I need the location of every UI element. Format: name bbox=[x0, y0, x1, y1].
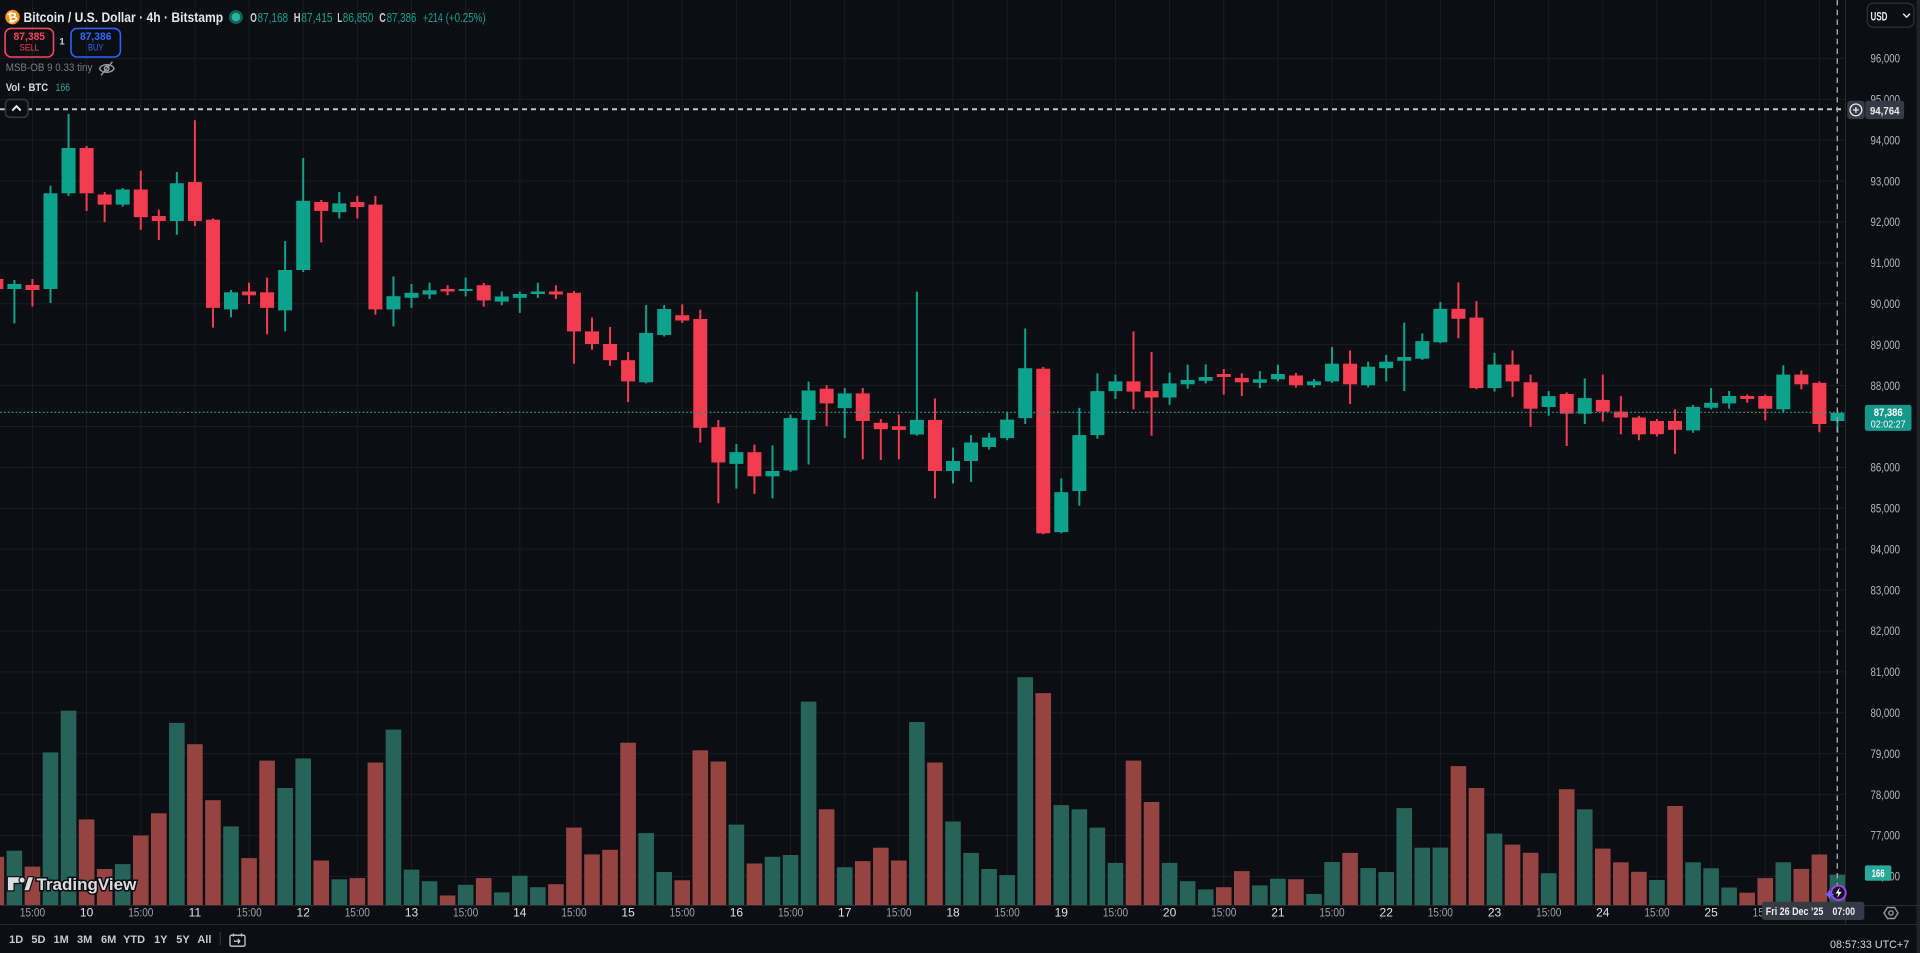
svg-text:82,000: 82,000 bbox=[1871, 624, 1901, 638]
svg-text:16: 16 bbox=[730, 905, 744, 919]
svg-text:89,000: 89,000 bbox=[1871, 338, 1901, 352]
svg-text:1D: 1D bbox=[9, 934, 23, 946]
svg-text:1: 1 bbox=[59, 37, 65, 48]
svg-text:87,386: 87,386 bbox=[387, 10, 417, 25]
svg-text:O: O bbox=[250, 10, 257, 25]
svg-text:15:00: 15:00 bbox=[1536, 905, 1561, 919]
svg-text:02:02:27: 02:02:27 bbox=[1871, 419, 1906, 431]
svg-text:166: 166 bbox=[1872, 868, 1885, 880]
svg-text:H: H bbox=[294, 10, 301, 25]
svg-text:15:00: 15:00 bbox=[345, 905, 370, 919]
svg-text:07:00: 07:00 bbox=[1833, 906, 1856, 918]
svg-text:13: 13 bbox=[405, 905, 419, 919]
svg-text:21: 21 bbox=[1271, 905, 1285, 919]
svg-text:19: 19 bbox=[1055, 905, 1069, 919]
svg-text:15:00: 15:00 bbox=[561, 905, 586, 919]
svg-text:L: L bbox=[337, 10, 342, 25]
svg-text:23: 23 bbox=[1488, 905, 1502, 919]
svg-text:All: All bbox=[197, 934, 211, 946]
svg-text:15:00: 15:00 bbox=[1211, 905, 1236, 919]
svg-text:15:00: 15:00 bbox=[20, 905, 45, 919]
svg-text:87,415: 87,415 bbox=[301, 10, 332, 25]
svg-text:87,386: 87,386 bbox=[1874, 407, 1903, 419]
svg-text:91,000: 91,000 bbox=[1871, 256, 1901, 270]
svg-text:90,000: 90,000 bbox=[1871, 297, 1901, 311]
svg-text:15:00: 15:00 bbox=[1319, 905, 1344, 919]
svg-text:12: 12 bbox=[297, 905, 311, 919]
svg-text:₿: ₿ bbox=[6, 10, 19, 26]
svg-text:83,000: 83,000 bbox=[1871, 583, 1901, 597]
svg-text:22: 22 bbox=[1380, 905, 1394, 919]
svg-text:15:00: 15:00 bbox=[237, 905, 262, 919]
svg-text:15:00: 15:00 bbox=[453, 905, 478, 919]
svg-text:08:57:33 UTC+7: 08:57:33 UTC+7 bbox=[1830, 939, 1909, 951]
svg-text:(+0.25%): (+0.25%) bbox=[446, 10, 486, 25]
svg-text:84,000: 84,000 bbox=[1871, 542, 1901, 556]
svg-text:18: 18 bbox=[946, 905, 960, 919]
svg-text:1M: 1M bbox=[54, 934, 69, 946]
svg-text:5Y: 5Y bbox=[176, 934, 190, 946]
svg-text:24: 24 bbox=[1596, 905, 1610, 919]
svg-text:1Y: 1Y bbox=[154, 934, 168, 946]
svg-text:166: 166 bbox=[56, 82, 71, 94]
svg-text:15:00: 15:00 bbox=[778, 905, 803, 919]
svg-text:81,000: 81,000 bbox=[1871, 665, 1901, 679]
svg-text:20: 20 bbox=[1163, 905, 1177, 919]
svg-text:3M: 3M bbox=[77, 934, 92, 946]
svg-text:25: 25 bbox=[1704, 905, 1718, 919]
svg-text:TradingView: TradingView bbox=[37, 875, 138, 894]
svg-text:15: 15 bbox=[621, 905, 635, 919]
svg-text:11: 11 bbox=[189, 905, 202, 919]
svg-text:+214: +214 bbox=[423, 10, 443, 25]
svg-text:94,000: 94,000 bbox=[1871, 133, 1901, 147]
svg-text:87,385: 87,385 bbox=[14, 31, 46, 43]
svg-text:15:00: 15:00 bbox=[886, 905, 911, 919]
svg-text:77,000: 77,000 bbox=[1871, 829, 1901, 843]
svg-text:Fri 26 Dec ’25: Fri 26 Dec ’25 bbox=[1766, 906, 1824, 918]
svg-text:87,386: 87,386 bbox=[80, 31, 112, 43]
svg-text:78,000: 78,000 bbox=[1871, 788, 1901, 802]
svg-text:MSB-OB 9 0.33 tiny: MSB-OB 9 0.33 tiny bbox=[6, 62, 93, 74]
svg-text:80,000: 80,000 bbox=[1871, 706, 1901, 720]
svg-text:Vol · BTC: Vol · BTC bbox=[6, 82, 49, 94]
svg-text:15:00: 15:00 bbox=[1103, 905, 1128, 919]
svg-text:14: 14 bbox=[513, 905, 527, 919]
svg-text:15:00: 15:00 bbox=[1644, 905, 1669, 919]
svg-text:Bitcoin / U.S. Dollar · 4h · B: Bitcoin / U.S. Dollar · 4h · Bitstamp bbox=[24, 9, 224, 25]
svg-text:15:00: 15:00 bbox=[128, 905, 153, 919]
svg-text:15:00: 15:00 bbox=[995, 905, 1020, 919]
svg-text:17: 17 bbox=[838, 905, 852, 919]
svg-text:BUY: BUY bbox=[88, 42, 104, 52]
svg-text:79,000: 79,000 bbox=[1871, 747, 1901, 761]
svg-text:15:00: 15:00 bbox=[1428, 905, 1453, 919]
svg-text:6M: 6M bbox=[101, 934, 116, 946]
svg-text:USD: USD bbox=[1871, 11, 1888, 23]
svg-text:88,000: 88,000 bbox=[1871, 379, 1901, 393]
svg-text:SELL: SELL bbox=[20, 42, 40, 52]
svg-text:86,000: 86,000 bbox=[1871, 461, 1901, 475]
svg-text:C: C bbox=[379, 10, 386, 25]
svg-text:94,764: 94,764 bbox=[1870, 105, 1900, 117]
svg-text:92,000: 92,000 bbox=[1871, 215, 1901, 229]
svg-text:85,000: 85,000 bbox=[1871, 502, 1901, 516]
svg-text:86,850: 86,850 bbox=[343, 10, 374, 25]
svg-text:10: 10 bbox=[80, 905, 94, 919]
svg-text:93,000: 93,000 bbox=[1871, 174, 1901, 188]
svg-text:96,000: 96,000 bbox=[1871, 52, 1901, 66]
svg-text:15:00: 15:00 bbox=[670, 905, 695, 919]
svg-text:5D: 5D bbox=[31, 934, 45, 946]
svg-text:YTD: YTD bbox=[123, 934, 145, 946]
svg-text:87,168: 87,168 bbox=[258, 10, 289, 25]
